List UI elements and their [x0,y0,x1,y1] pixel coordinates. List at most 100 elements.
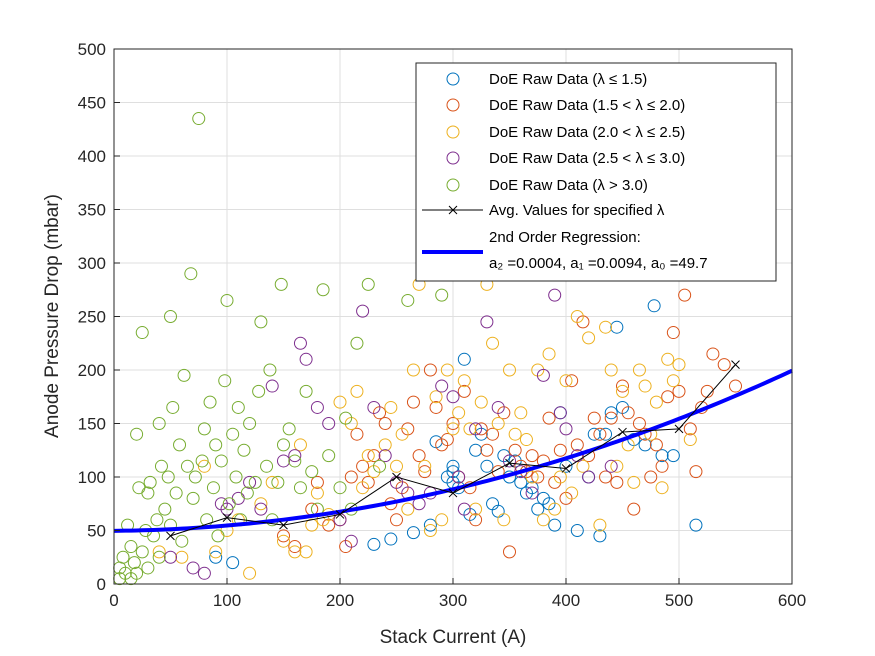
data-point [222,497,236,511]
scatter-series-3 [152,277,697,580]
data-point [282,422,296,436]
data-point [542,411,556,425]
legend-marker-average [448,205,458,215]
data-point [344,534,358,548]
x-tick-label: 300 [439,591,467,610]
data-point [195,454,209,468]
data-point [252,384,266,398]
data-point [457,352,471,366]
data-point [322,449,336,463]
data-point [616,379,629,393]
average-marker [505,458,514,468]
data-point [378,417,392,430]
data-point [548,288,562,302]
data-point [610,475,624,489]
data-point [293,336,307,350]
data-point [384,400,398,414]
data-point [429,400,443,414]
legend-marker-series-1 [446,72,460,86]
data-point [632,417,646,430]
data-point [265,379,279,393]
data-point [644,470,658,484]
data-point [150,513,164,527]
data-point [395,427,409,441]
data-point [689,465,703,479]
data-point [503,363,516,377]
legend-label-regression-line2: a₂ =0.0004, a₁ =0.0094, a₀ =49.7 [489,255,708,272]
data-point [661,390,675,404]
data-point [277,438,290,452]
data-point [177,368,191,382]
data-point [271,475,285,489]
data-point [604,363,618,377]
data-point [565,486,579,500]
average-marker [166,531,175,541]
data-point [542,347,556,361]
data-point [423,518,437,532]
data-point [214,454,228,468]
y-tick-label: 400 [78,147,106,166]
data-point [525,486,539,500]
data-point [310,486,324,500]
data-point [288,540,302,554]
data-point [531,470,545,484]
data-point [248,475,262,489]
data-point [503,545,516,559]
data-point [672,358,686,372]
data-point [384,532,398,546]
plot-data [113,112,793,586]
data-point [435,379,449,393]
data-point [717,358,731,372]
data-point [310,400,324,414]
data-point [218,374,232,388]
data-point [452,470,466,484]
data-point [305,465,319,479]
x-tick-label: 200 [326,591,354,610]
x-tick-label: 500 [665,591,693,610]
data-point [655,459,669,473]
x-tick-label: 0 [109,591,118,610]
y-tick-label: 50 [87,522,106,541]
data-point [378,438,392,452]
y-tick-label: 250 [78,308,106,327]
average-marker [674,424,684,434]
legend-marker-series-5 [446,178,460,192]
data-point [299,545,313,559]
data-point [184,267,198,281]
data-point [361,449,375,463]
data-point [621,406,635,420]
data-point [406,363,420,377]
data-point [706,347,720,361]
data-point [361,277,375,291]
data-point [209,438,223,452]
data-point [333,481,347,495]
data-point [616,384,629,398]
data-point [265,475,279,489]
data-point [446,459,460,473]
data-point [406,526,420,540]
data-point [237,443,251,457]
data-point [277,454,290,468]
data-point [553,470,567,484]
legend: DoE Raw Data (λ ≤ 1.5) DoE Raw Data (1.5… [415,62,777,282]
data-point [480,443,494,457]
data-point [469,422,483,436]
data-point [446,417,460,430]
legend-label-series-2: DoE Raw Data (1.5 < λ ≤ 2.0) [489,97,685,114]
y-tick-label: 300 [78,254,106,273]
average-marker [392,472,401,482]
data-point [243,566,257,580]
data-point [220,293,234,307]
data-point [240,486,254,500]
data-point [209,545,223,559]
data-point [124,540,138,554]
data-point [356,459,370,473]
data-point [316,283,330,297]
average-marker [731,360,740,370]
regression-curve [113,368,793,533]
data-point [333,395,347,409]
data-point [197,566,211,580]
average-marker [448,488,458,498]
data-point [514,475,528,489]
data-point [305,518,319,532]
